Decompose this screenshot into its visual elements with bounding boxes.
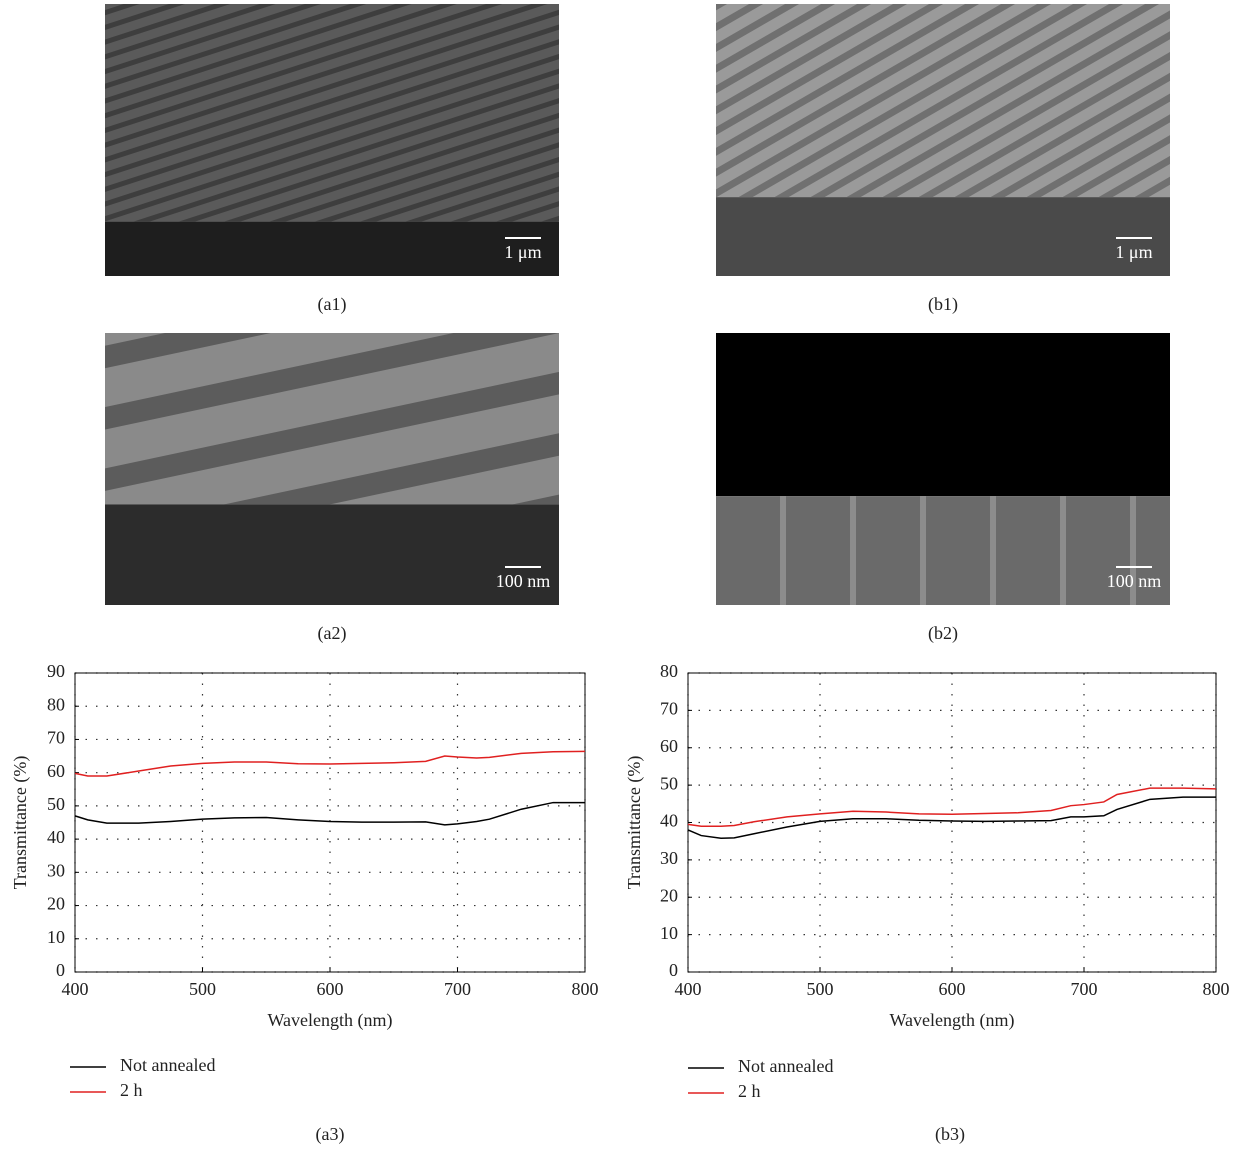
x-tick-label: 500: [189, 979, 216, 999]
y-tick-label: 20: [660, 885, 678, 905]
y-tick-label: 30: [660, 848, 678, 868]
sem-image-substrate: [105, 221, 559, 276]
y-tick-label: 60: [660, 736, 678, 756]
data-line: [687, 787, 1217, 827]
x-tick-label: 700: [1071, 979, 1098, 999]
scale-label: 100 nm: [1107, 571, 1162, 591]
y-axis-label: Transmittance (%): [10, 756, 31, 890]
x-tick-label: 800: [572, 979, 599, 999]
y-tick-label: 10: [47, 927, 65, 947]
sem-image-substrate: [716, 197, 1170, 276]
y-tick-label: 80: [47, 694, 65, 714]
panel-caption: (a2): [318, 623, 347, 644]
y-tick-label: 30: [47, 860, 65, 880]
panel-caption: (a3): [316, 1124, 345, 1145]
scale-label: 1 μm: [1115, 242, 1152, 262]
sem-image: [105, 333, 559, 505]
legend-label: Not annealed: [120, 1055, 215, 1075]
y-tick-label: 40: [47, 827, 65, 847]
y-tick-label: 50: [660, 773, 678, 793]
y-tick-label: 90: [47, 661, 65, 681]
plot-frame: [74, 672, 586, 973]
y-tick-label: 80: [660, 661, 678, 681]
data-line: [74, 750, 586, 777]
y-tick-label: 60: [47, 761, 65, 781]
data-line: [74, 801, 585, 826]
x-axis-label: Wavelength (nm): [267, 1010, 392, 1031]
legend-label: Not annealed: [738, 1056, 833, 1076]
y-axis-label: Transmittance (%): [624, 756, 645, 890]
panel-caption: (a1): [318, 294, 347, 315]
panel-caption: (b3): [935, 1124, 965, 1145]
data-line: [687, 796, 1216, 839]
y-tick-label: 40: [660, 811, 678, 831]
legend-label: 2 h: [738, 1081, 761, 1101]
sem-image-substrate: [716, 496, 1170, 605]
x-tick-label: 500: [807, 979, 834, 999]
panel-caption: (b2): [928, 623, 958, 644]
y-tick-label: 70: [47, 728, 65, 748]
x-tick-label: 600: [939, 979, 966, 999]
y-tick-label: 10: [660, 923, 678, 943]
x-tick-label: 700: [444, 979, 471, 999]
scale-label: 100 nm: [496, 571, 551, 591]
panel-caption: (b1): [928, 294, 958, 315]
y-tick-label: 0: [669, 960, 678, 980]
y-tick-label: 70: [660, 699, 678, 719]
scale-label: 1 μm: [504, 242, 541, 262]
x-axis-label: Wavelength (nm): [889, 1010, 1014, 1031]
plot-frame: [687, 672, 1217, 973]
x-tick-label: 400: [675, 979, 702, 999]
x-tick-label: 600: [317, 979, 344, 999]
x-tick-label: 400: [62, 979, 89, 999]
legend-label: 2 h: [120, 1080, 143, 1100]
y-tick-label: 20: [47, 894, 65, 914]
y-tick-label: 50: [47, 794, 65, 814]
sem-image: [105, 4, 559, 222]
x-tick-label: 800: [1203, 979, 1230, 999]
sem-image: [716, 4, 1170, 198]
sem-image-substrate: [105, 504, 559, 605]
sem-image: [716, 333, 1170, 497]
y-tick-label: 0: [56, 960, 65, 980]
